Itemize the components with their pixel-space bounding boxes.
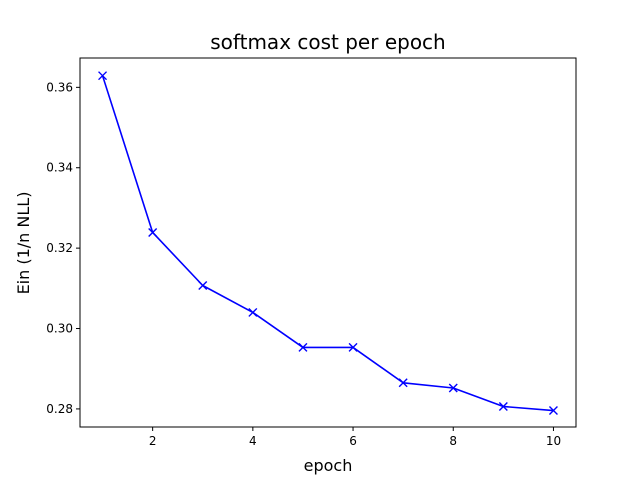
y-axis: 0.28 0.30 0.32 0.34 0.36 — [46, 80, 80, 416]
series-line — [101, 75, 554, 412]
x-tick-label: 8 — [449, 434, 457, 448]
x-tick-label: 10 — [546, 434, 561, 448]
x-axis-label: epoch — [304, 456, 353, 475]
data-point-marker — [148, 227, 158, 237]
data-point-marker — [448, 383, 458, 393]
chart-title: softmax cost per epoch — [210, 30, 445, 54]
x-axis: 2 4 6 8 10 — [149, 427, 561, 448]
data-point-marker — [98, 71, 108, 81]
data-point-marker — [198, 281, 208, 291]
x-tick-label: 4 — [249, 434, 257, 448]
y-tick-label: 0.30 — [46, 322, 73, 336]
y-tick-label: 0.32 — [46, 241, 73, 255]
series-layer — [98, 71, 558, 416]
data-point-marker — [498, 402, 508, 411]
y-tick-label: 0.28 — [46, 402, 73, 416]
axes-frame — [79, 57, 577, 428]
data-point-marker — [248, 307, 258, 317]
data-point-marker — [398, 378, 408, 388]
x-tick-label: 2 — [149, 434, 157, 448]
data-point-marker — [348, 342, 358, 352]
y-axis-label: Ein (1/n NLL) — [14, 192, 33, 295]
data-point-marker — [548, 406, 558, 416]
y-tick-label: 0.34 — [46, 161, 73, 175]
x-tick-label: 6 — [349, 434, 357, 448]
data-point-marker — [298, 342, 308, 352]
y-tick-label: 0.36 — [46, 80, 73, 94]
